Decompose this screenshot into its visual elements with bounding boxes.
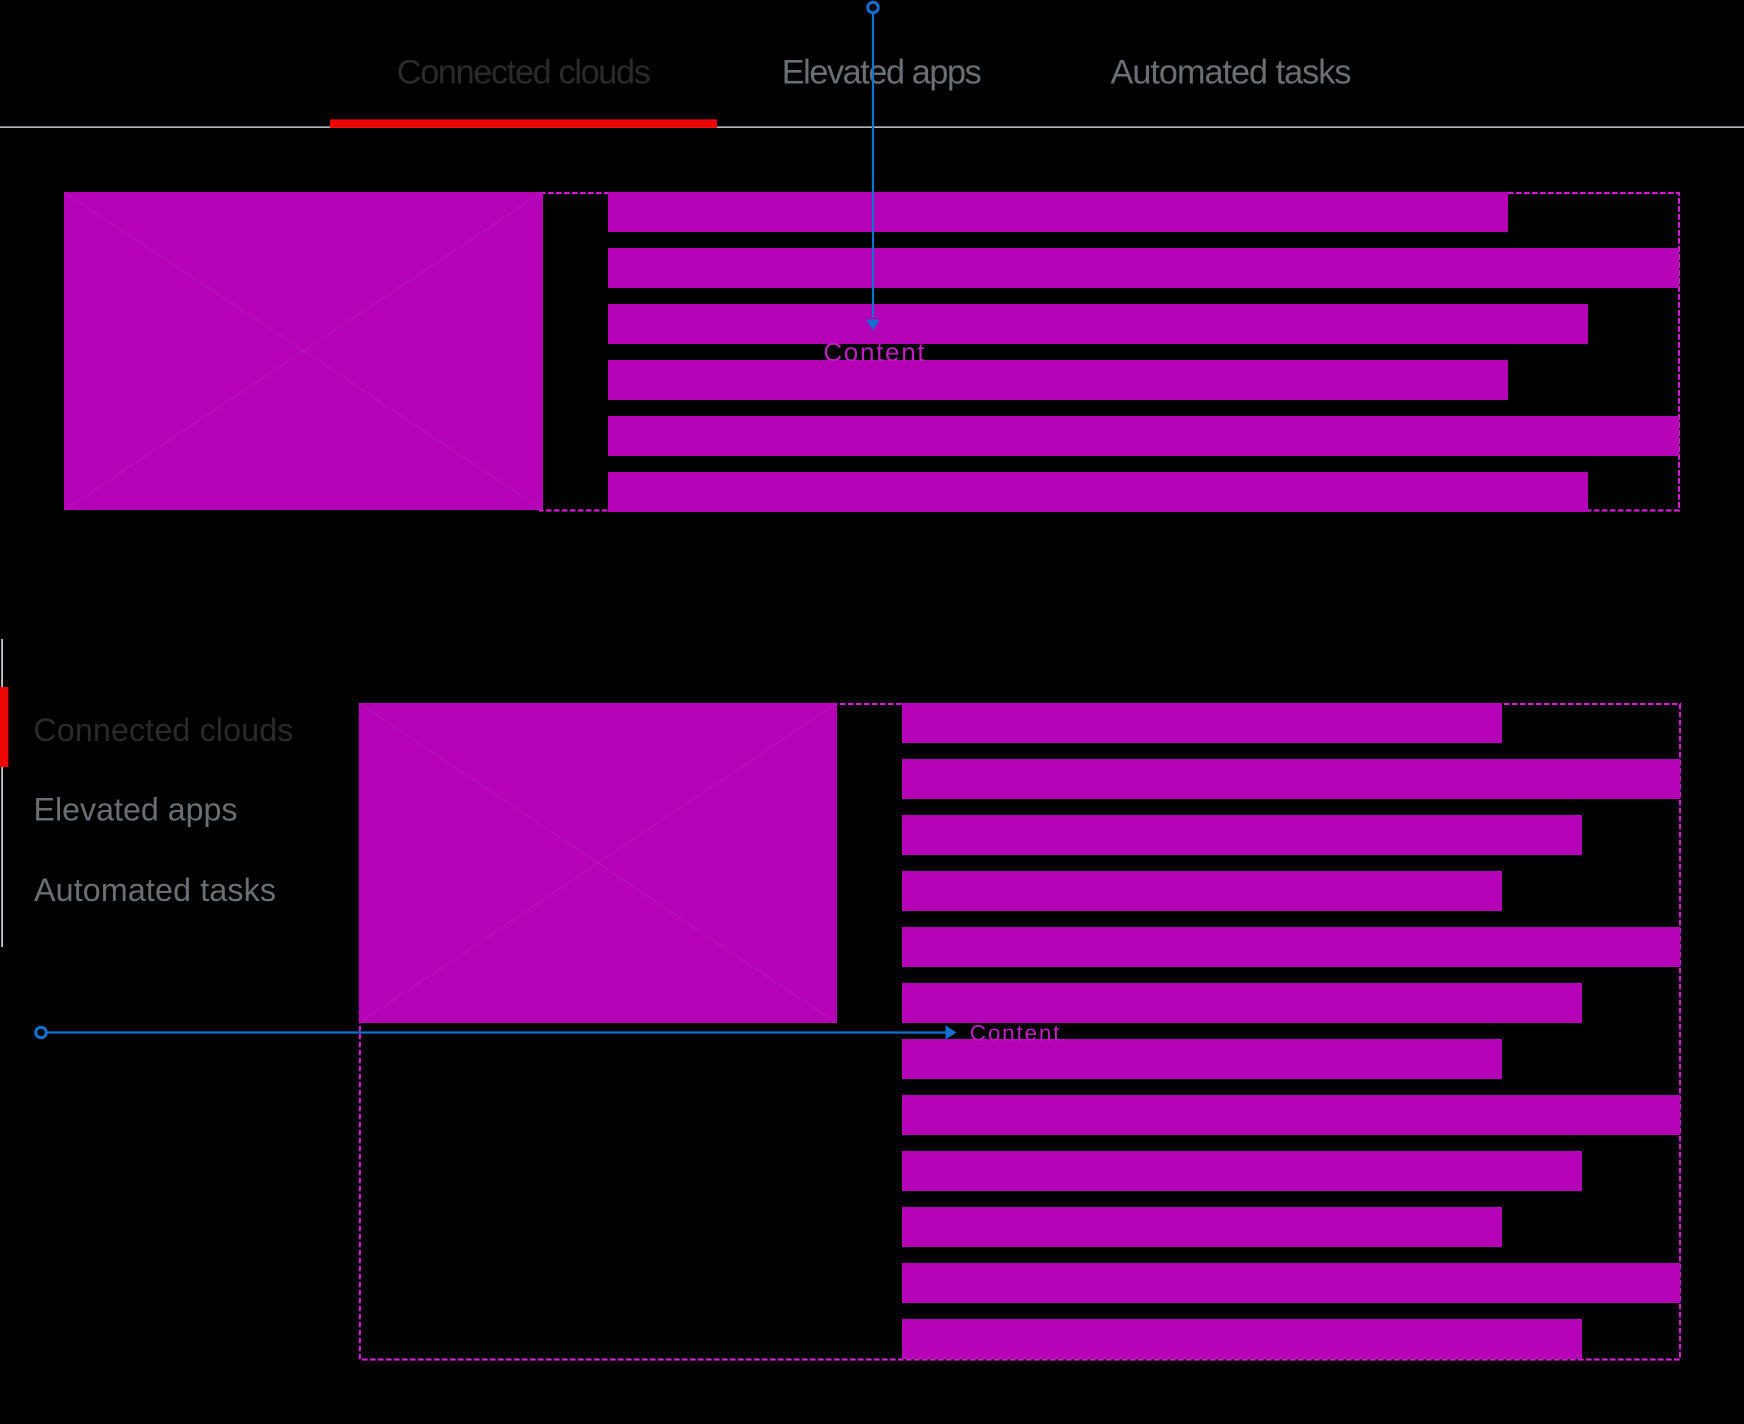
svg-text:Automated tasks: Automated tasks bbox=[1111, 54, 1352, 92]
svg-text:Connected clouds: Connected clouds bbox=[397, 54, 651, 92]
svg-text:Connected clouds: Connected clouds bbox=[33, 712, 293, 748]
svg-text:Elevated apps: Elevated apps bbox=[782, 54, 982, 92]
svg-text:Content: Content bbox=[970, 1021, 1061, 1046]
svg-text:Elevated apps: Elevated apps bbox=[34, 792, 238, 828]
svg-text:Content: Content bbox=[823, 337, 926, 367]
svg-text:Automated tasks: Automated tasks bbox=[34, 872, 276, 908]
